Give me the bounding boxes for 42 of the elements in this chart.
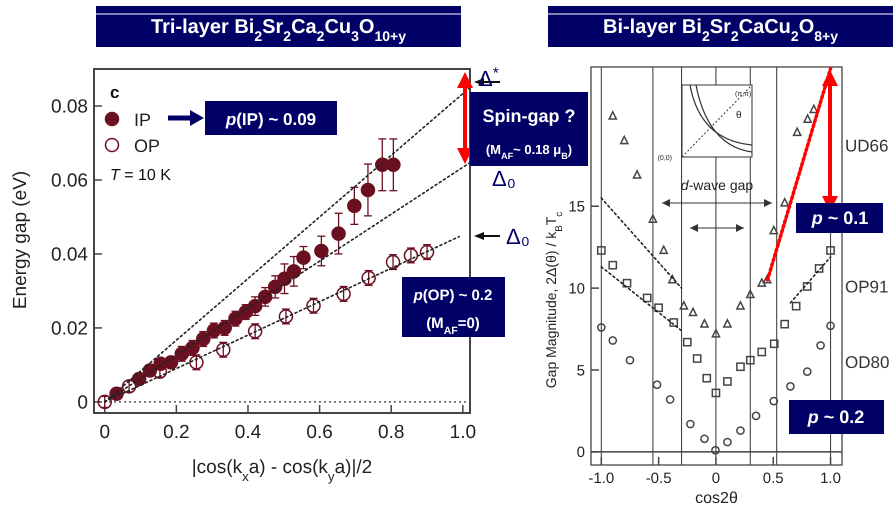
annotation: T = 10 K (110, 167, 172, 184)
x-tick-label: 0.5 (762, 470, 784, 487)
x-tick-label: -1.0 (588, 470, 614, 487)
y-tick-label: 15 (568, 198, 585, 216)
chart-title: Tri-layer Bi$_{2}$Sr$_{2}$Ca$_{2}$Cu$_{3}$O$_{10+y}$ (150, 16, 406, 44)
x-axis-title: cos2θ (695, 490, 738, 507)
y-tick-label: 10 (568, 280, 585, 298)
x-tick-label: 0 (99, 422, 110, 443)
text: UD66 (845, 136, 888, 156)
y-tick-label: 0.02 (51, 318, 88, 340)
y-tick-label: 5 (576, 362, 585, 380)
chart-title: Bi-layer Bi$_{2}$Sr$_{2}$CaCu$_{2}$O$_{8+y}$ (603, 16, 838, 44)
legend-label: IP (134, 110, 152, 130)
y-axis-title: Energy gap (eV) (10, 170, 31, 310)
series-label: OD80 (845, 352, 890, 372)
x-tick-label: 0.2 (163, 422, 190, 443)
x-tick-label: 1.0 (450, 422, 476, 443)
legend-label: OP (134, 136, 160, 156)
annotation: p ~ 0.1 (810, 208, 868, 228)
x-tick-label: 0.4 (234, 422, 262, 443)
x-tick-label: 0.6 (306, 422, 333, 443)
x-axis-title: |cos(k$_{x}$a) - cos(k$_{y}$a)|/2 (192, 457, 372, 484)
annotation: p ~ 0.2 (806, 407, 864, 427)
y-tick-label: 0 (77, 392, 88, 414)
text: (M$_{AF}$~ 0.18 μ$_{B}$) (486, 142, 572, 161)
y-tick-label: 0.08 (51, 96, 88, 118)
x-tick-label: 0.8 (378, 422, 404, 443)
annotation: (M$_{AF}$=0) (426, 315, 480, 337)
text: Spin-gap ? (482, 106, 576, 126)
text: Δ₀ (492, 166, 516, 191)
annotation: p(OP) ~ 0.2 (412, 287, 492, 304)
text: Δ₀ (506, 224, 530, 249)
x-tick-label: -0.5 (646, 470, 672, 487)
y-tick-label: 0.04 (51, 244, 88, 266)
series-label: OP91 (845, 277, 888, 296)
annotation: p(IP) ~ 0.09 (224, 110, 316, 129)
y-tick-label: 0 (576, 444, 585, 462)
annotation: c (110, 83, 120, 102)
x-tick-label: 1.0 (820, 470, 841, 487)
annotation: θ (736, 110, 742, 121)
x-tick-label: 0 (712, 470, 720, 487)
y-tick-label: 0.06 (51, 170, 88, 192)
